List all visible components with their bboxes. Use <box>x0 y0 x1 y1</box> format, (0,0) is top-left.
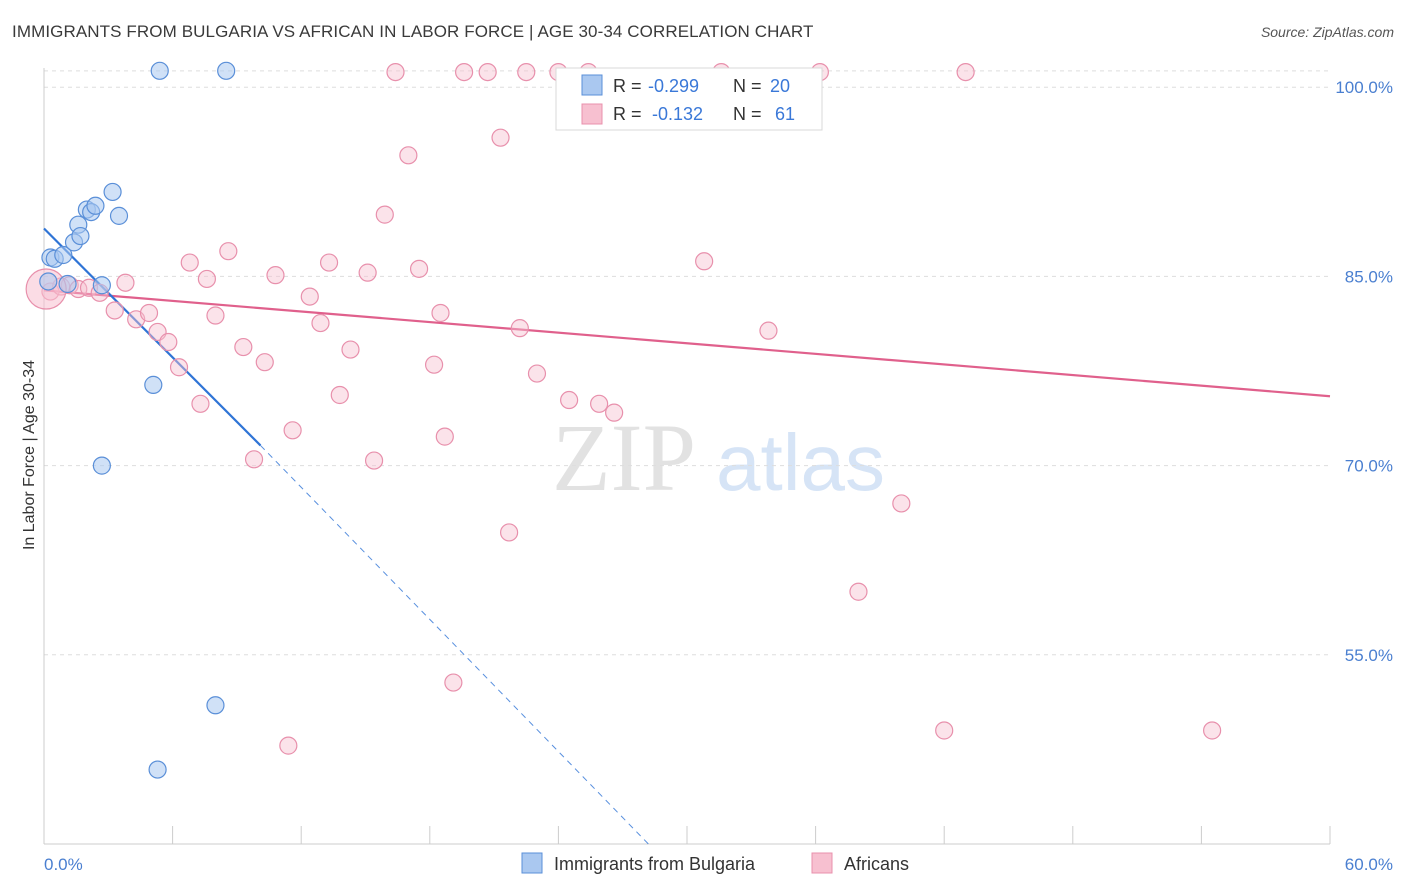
africans-point <box>139 303 159 323</box>
africans-point <box>517 62 536 82</box>
africans-point <box>849 582 868 601</box>
watermark-atlas: atlas <box>716 418 885 507</box>
legend-r-label-2: R = <box>613 104 642 124</box>
legend-r-value-1: -0.299 <box>648 76 699 96</box>
africans-point <box>219 242 238 261</box>
bulgaria-trendline <box>43 227 262 447</box>
source-credit: Source: ZipAtlas.com <box>1260 24 1394 40</box>
bottom-legend-bulgaria: Immigrants from Bulgaria <box>554 854 756 874</box>
bulgaria-point <box>92 456 111 475</box>
africans-point <box>180 253 199 272</box>
africans-points <box>25 62 1222 755</box>
africans-point <box>386 62 405 82</box>
bulgaria-point <box>103 182 122 202</box>
africans-point <box>956 62 975 82</box>
bulgaria-point <box>86 196 105 215</box>
bulgaria-point <box>206 696 225 715</box>
y-tick-label: 100.0% <box>1335 78 1393 97</box>
africans-point <box>358 263 377 282</box>
africans-point <box>206 306 225 325</box>
chart-title: IMMIGRANTS FROM BULGARIA VS AFRICAN IN L… <box>12 22 814 41</box>
legend-r-value-2: -0.132 <box>652 104 703 124</box>
legend-n-value-2: 61 <box>775 104 795 124</box>
africans-point <box>279 736 298 755</box>
africans-point <box>424 355 444 374</box>
bulgaria-point <box>109 206 129 225</box>
bottom-legend-africans: Africans <box>844 854 909 874</box>
bulgaria-point <box>144 375 163 394</box>
africans-point <box>444 673 463 692</box>
y-tick-label: 55.0% <box>1345 646 1393 665</box>
legend-n-label-1: N = <box>733 76 762 96</box>
y-tick-label: 70.0% <box>1345 457 1393 476</box>
africans-point <box>527 364 547 383</box>
africans-point <box>255 353 274 372</box>
africans-point <box>491 128 510 147</box>
africans-point <box>311 313 330 333</box>
legend-r-label-1: R = <box>613 76 642 96</box>
gridlines <box>44 70 1330 656</box>
bulgaria-point <box>39 272 58 291</box>
africans-point <box>399 146 418 165</box>
africans-point <box>244 450 264 469</box>
africans-point <box>283 421 302 440</box>
bulgaria-point <box>148 760 167 779</box>
africans-point <box>409 259 429 278</box>
bulgaria-point <box>150 61 169 80</box>
watermark-zip: ZIP <box>552 404 696 511</box>
africans-point <box>375 205 394 224</box>
africans-point <box>590 394 609 413</box>
axes <box>43 68 1331 845</box>
africans-point <box>364 451 384 470</box>
bulgaria-point <box>92 276 111 295</box>
africans-point <box>560 390 579 410</box>
bulgaria-point <box>217 61 236 80</box>
legend-n-value-1: 20 <box>770 76 790 96</box>
africans-point <box>319 253 339 272</box>
bulgaria-point <box>71 226 90 246</box>
africans-point <box>605 403 624 422</box>
africans-point <box>300 287 319 306</box>
africans-point <box>892 494 911 513</box>
africans-point <box>234 337 253 357</box>
africans-point <box>105 301 124 320</box>
africans-point <box>191 394 210 413</box>
bottom-swatch-africans <box>811 852 833 874</box>
africans-point <box>197 269 216 289</box>
x-tick-label: 0.0% <box>44 855 83 874</box>
africans-trendline <box>43 289 1331 398</box>
y-tick-label: 85.0% <box>1345 267 1393 286</box>
x-tick-label: 60.0% <box>1345 855 1393 874</box>
legend-n-label-2: N = <box>733 104 762 124</box>
africans-point <box>454 62 474 82</box>
africans-point <box>695 252 714 271</box>
africans-point <box>510 319 529 338</box>
bottom-swatch-bulgaria <box>521 852 543 874</box>
bulgaria-points <box>39 61 236 779</box>
africans-point <box>116 273 135 292</box>
trendlines <box>43 227 1331 845</box>
bulgaria-trendline-extension <box>260 445 649 845</box>
africans-point <box>478 62 497 82</box>
stats-legend: R = -0.299 N = 20 R = -0.132 N = 61 <box>555 67 823 131</box>
legend-swatch-bulgaria <box>581 74 603 96</box>
africans-point <box>341 340 360 359</box>
series-legend: Immigrants from Bulgaria Africans <box>521 852 909 874</box>
africans-point <box>431 303 450 323</box>
legend-swatch-africans <box>581 103 603 125</box>
bulgaria-point <box>58 274 77 294</box>
y-axis-label: In Labor Force | Age 30-34 <box>21 360 38 550</box>
africans-point <box>169 358 189 377</box>
bulgaria-point <box>54 245 73 265</box>
africans-point <box>935 721 954 740</box>
africans-point <box>330 385 349 405</box>
africans-point <box>266 266 285 285</box>
africans-point <box>435 427 454 446</box>
africans-point <box>759 321 778 340</box>
africans-point <box>159 332 178 352</box>
africans-point <box>1203 721 1222 740</box>
tick-labels: 100.0% 85.0% 70.0% 55.0% 0.0% 60.0% <box>44 78 1393 874</box>
africans-point <box>500 523 519 542</box>
